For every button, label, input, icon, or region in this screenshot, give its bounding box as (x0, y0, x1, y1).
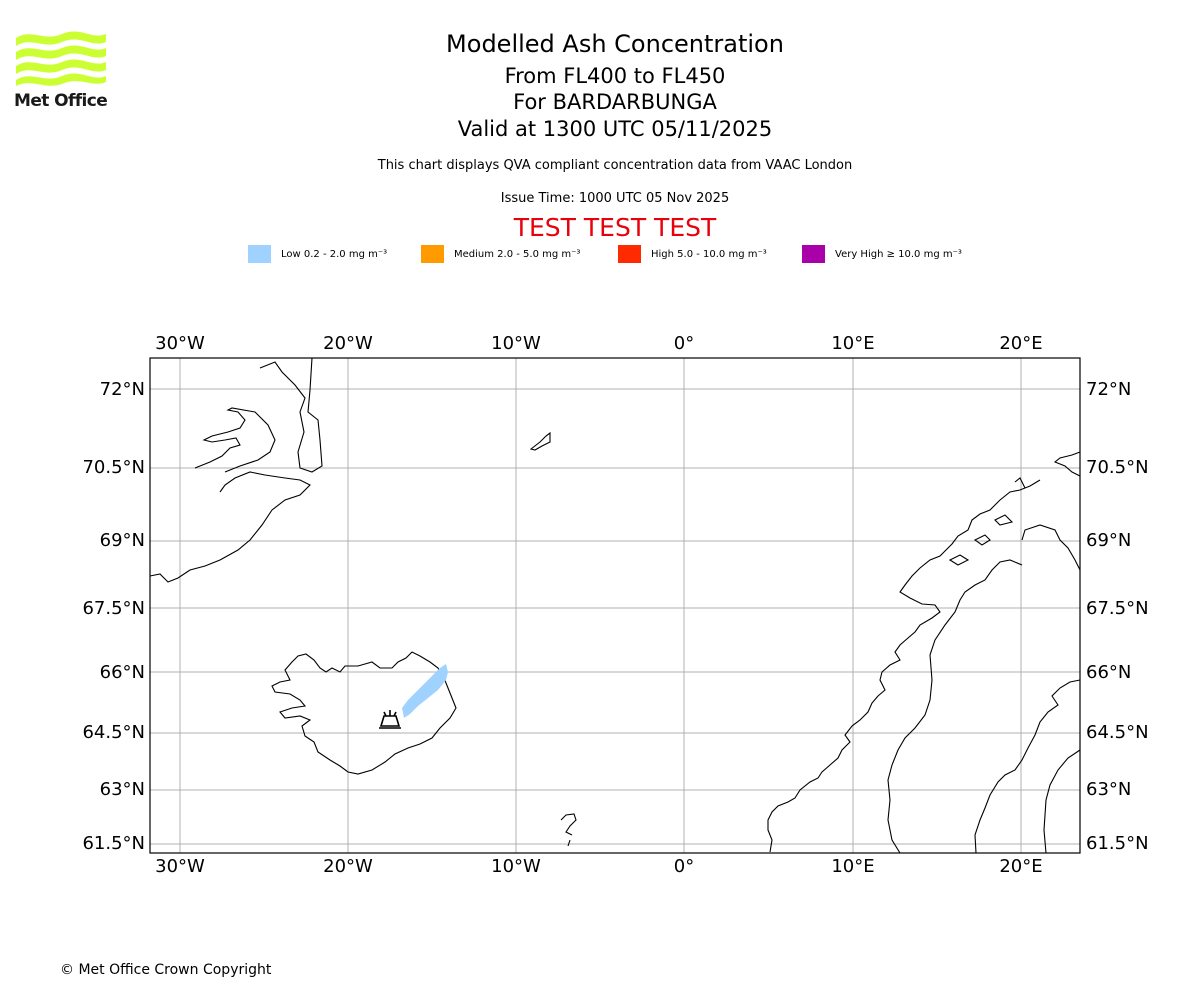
lon-label-top: 20°E (999, 333, 1042, 354)
legend-high: High 5.0 - 10.0 mg m⁻³ (618, 244, 767, 264)
lat-label-left: 63°N (100, 779, 145, 800)
legend-label-very-high: Very High ≥ 10.0 mg m⁻³ (835, 248, 962, 260)
lon-label-bottom: 20°W (323, 856, 373, 877)
chart-title: Modelled Ash Concentration (446, 30, 784, 58)
lon-label-top: 10°W (491, 333, 541, 354)
lon-label-top: 10°E (831, 333, 874, 354)
legend-swatch-low (248, 245, 271, 263)
lat-label-right: 66°N (1086, 662, 1131, 683)
coast-jan-mayen (529, 431, 551, 451)
issue-time: Issue Time: 1000 UTC 05 Nov 2025 (500, 191, 730, 206)
lon-label-bottom: 10°E (831, 856, 874, 877)
legend-swatch-medium (421, 245, 444, 263)
coast-greenland-north (259, 357, 323, 473)
legend-very-high: Very High ≥ 10.0 mg m⁻³ (802, 244, 962, 264)
legend-label-high: High 5.0 - 10.0 mg m⁻³ (651, 248, 767, 260)
lat-label-left: 64.5°N (82, 722, 145, 743)
lat-label-right: 61.5°N (1086, 833, 1149, 854)
coast-baltic (974, 679, 1081, 854)
map-frame (149, 357, 1081, 854)
coast-faroe-islands (560, 813, 577, 847)
lat-label-right: 69°N (1086, 530, 1131, 551)
lat-label-right: 70.5°N (1086, 457, 1149, 478)
met-office-logo: Met Office (14, 30, 109, 112)
chart-subtitle: This chart displays QVA compliant concen… (377, 158, 853, 173)
lat-label-right: 72°N (1086, 379, 1131, 400)
coast-sweden-finland-border (887, 524, 1081, 854)
legend-swatch-very-high (802, 245, 825, 263)
flight-levels: From FL400 to FL450 (504, 64, 726, 88)
ash-cloud-low (402, 664, 448, 718)
lat-label-left: 61.5°N (82, 833, 145, 854)
lon-label-bottom: 30°W (155, 856, 205, 877)
map-gridlines (150, 358, 1080, 853)
wave-logo-icon (16, 31, 106, 86)
coast-lofoten (948, 477, 1026, 566)
lon-label-top: 20°W (323, 333, 373, 354)
test-banner: TEST TEST TEST (513, 213, 717, 242)
coast-iceland (271, 651, 457, 775)
lat-label-left: 70.5°N (82, 457, 145, 478)
legend-label-medium: Medium 2.0 - 5.0 mg m⁻³ (454, 248, 581, 260)
lat-label-left: 67.5°N (82, 598, 145, 619)
lon-label-bottom: 10°W (491, 856, 541, 877)
coast-greenland-fjord (194, 407, 276, 473)
lon-label-top: 0° (674, 333, 694, 354)
volcano-icon (379, 710, 401, 729)
coast-greenland-east (149, 471, 311, 583)
logo-text: Met Office (14, 91, 108, 111)
lon-label-bottom: 20°E (999, 856, 1042, 877)
copyright: © Met Office Crown Copyright (60, 962, 272, 978)
lat-label-left: 72°N (100, 379, 145, 400)
legend-medium: Medium 2.0 - 5.0 mg m⁻³ (421, 244, 580, 264)
lat-label-left: 66°N (100, 662, 145, 683)
volcano-name: For BARDARBUNGA (513, 90, 717, 114)
valid-time: Valid at 1300 UTC 05/11/2025 (457, 117, 773, 141)
legend-label-low: Low 0.2 - 2.0 mg m⁻³ (281, 248, 388, 260)
lat-label-right: 63°N (1086, 779, 1131, 800)
lon-label-bottom: 0° (674, 856, 694, 877)
legend-swatch-high (618, 245, 641, 263)
coast-norway (767, 451, 1081, 853)
lat-label-left: 69°N (100, 530, 145, 551)
lon-label-top: 30°W (155, 333, 205, 354)
legend-low: Low 0.2 - 2.0 mg m⁻³ (248, 244, 387, 264)
coastlines (149, 357, 1081, 854)
lat-label-right: 64.5°N (1086, 722, 1149, 743)
lat-label-right: 67.5°N (1086, 598, 1149, 619)
